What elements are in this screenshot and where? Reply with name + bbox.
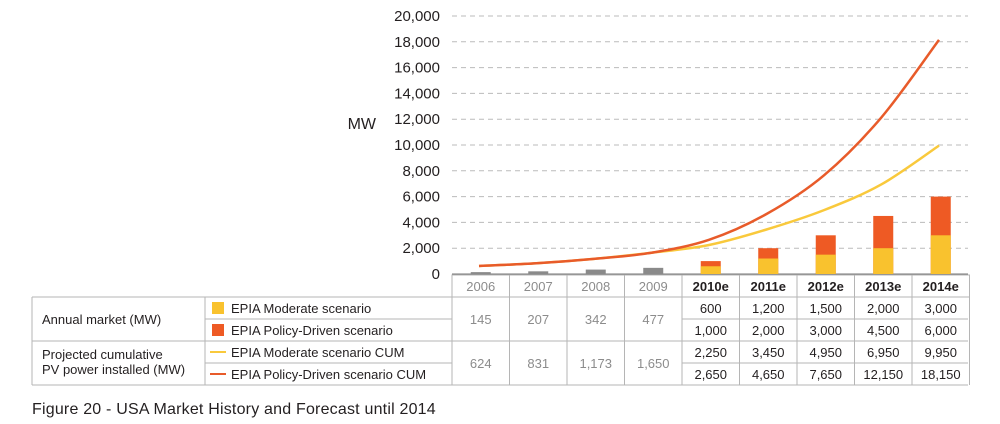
row-label-cumulative: Projected cumulative xyxy=(42,347,163,362)
cell-policy-cum: 12,150 xyxy=(863,367,903,382)
legend-label-moderate-cum: EPIA Moderate scenario CUM xyxy=(231,345,404,360)
legend-label-policy: EPIA Policy-Driven scenario xyxy=(231,323,393,338)
lines xyxy=(478,39,941,268)
legend-label-policy-cum: EPIA Policy-Driven scenario CUM xyxy=(231,367,426,382)
cell-moderate-annual: 1,500 xyxy=(809,301,842,316)
y-axis-label: MW xyxy=(348,116,377,133)
cell-policy-annual: 4,500 xyxy=(867,323,900,338)
cell-cum-hist: 624 xyxy=(470,356,492,371)
y-tick-labels: 0 2,000 4,000 6,000 8,000 10,000 12,000 14,000 1… xyxy=(394,8,440,283)
y-tick-label: 16,000 xyxy=(394,60,440,77)
cell-policy-annual: 1,000 xyxy=(694,323,727,338)
bar-moderate-2010e xyxy=(700,266,721,274)
y-tick-label: 2,000 xyxy=(402,240,440,257)
cell-moderate-cum: 6,950 xyxy=(867,345,900,360)
cell-moderate-cum: 3,450 xyxy=(752,345,785,360)
bar-historical-2007 xyxy=(528,271,549,274)
y-tick-label: 6,000 xyxy=(402,189,440,206)
legend-swatch-policy xyxy=(212,324,224,336)
category-label: 2013e xyxy=(865,279,901,294)
cell-annual-hist: 342 xyxy=(585,312,607,327)
y-tick-label: 4,000 xyxy=(402,214,440,231)
cell-moderate-cum: 4,950 xyxy=(809,345,842,360)
cell-moderate-annual: 3,000 xyxy=(924,301,957,316)
cell-moderate-cum: 2,250 xyxy=(694,345,727,360)
cell-moderate-annual: 2,000 xyxy=(867,301,900,316)
bar-moderate-2014e xyxy=(930,235,951,274)
bar-historical-2008 xyxy=(585,269,606,274)
bar-moderate-2011e xyxy=(758,258,779,274)
y-tick-label: 10,000 xyxy=(394,137,440,154)
category-label: 2012e xyxy=(808,279,844,294)
cell-cum-hist: 831 xyxy=(527,356,549,371)
y-tick-label: 14,000 xyxy=(394,85,440,102)
category-label: 2009 xyxy=(639,279,668,294)
figure-caption: Figure 20 - USA Market History and Forec… xyxy=(32,401,436,418)
bars xyxy=(470,196,951,274)
cell-moderate-annual: 600 xyxy=(700,301,722,316)
cell-policy-annual: 2,000 xyxy=(752,323,785,338)
category-label: 2010e xyxy=(693,279,729,294)
legend-label-moderate: EPIA Moderate scenario xyxy=(231,301,371,316)
cell-policy-annual: 6,000 xyxy=(924,323,957,338)
data-table: 2006 2007 2008 2009 2010e 2011e 2012e 2013e 2014… xyxy=(31,274,970,386)
cell-policy-cum: 2,650 xyxy=(694,367,727,382)
cell-moderate-cum: 9,950 xyxy=(924,345,957,360)
category-label: 2011e xyxy=(751,279,786,294)
y-tick-label: 0 xyxy=(432,266,440,283)
bar-historical-2009 xyxy=(643,267,664,274)
bar-moderate-2012e xyxy=(815,254,836,274)
cell-policy-cum: 18,150 xyxy=(921,367,961,382)
cell-moderate-annual: 1,200 xyxy=(752,301,785,316)
category-label: 2006 xyxy=(466,279,495,294)
line-policy-cum xyxy=(478,39,941,268)
category-label: 2014e xyxy=(923,279,959,294)
cell-annual-hist: 145 xyxy=(470,312,492,327)
legend-swatch-moderate xyxy=(212,302,224,314)
cell-cum-hist: 1,650 xyxy=(637,356,670,371)
chart: 0 2,000 4,000 6,000 8,000 10,000 12,000 14,000 1… xyxy=(31,8,970,386)
cell-annual-hist: 207 xyxy=(527,312,549,327)
cell-policy-cum: 4,650 xyxy=(752,367,785,382)
bar-moderate-2013e xyxy=(873,248,894,274)
y-tick-label: 20,000 xyxy=(394,8,440,25)
y-tick-label: 8,000 xyxy=(402,163,440,180)
category-label: 2007 xyxy=(524,279,553,294)
cell-cum-hist: 1,173 xyxy=(579,356,612,371)
y-tick-label: 12,000 xyxy=(394,111,440,128)
y-tick-label: 18,000 xyxy=(394,34,440,51)
row-label-annual: Annual market (MW) xyxy=(42,312,161,327)
cell-policy-cum: 7,650 xyxy=(809,367,842,382)
bar-historical-2006 xyxy=(470,272,491,274)
cell-policy-annual: 3,000 xyxy=(809,323,842,338)
category-label: 2008 xyxy=(581,279,610,294)
cell-annual-hist: 477 xyxy=(642,312,664,327)
row-label-cumulative: PV power installed (MW) xyxy=(42,362,185,377)
